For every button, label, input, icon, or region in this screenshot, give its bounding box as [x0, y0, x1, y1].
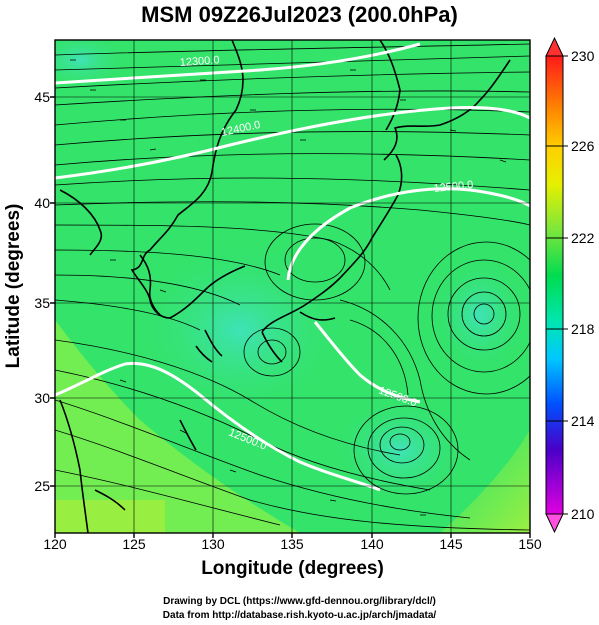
colorbar [545, 36, 568, 534]
x-tick-label: 150 [518, 536, 542, 552]
x-axis-label: Longitude (degrees) [201, 558, 384, 579]
coastlines [59, 40, 511, 533]
y-tick-label: 40 [34, 195, 50, 211]
colorbar-tick-label: 226 [571, 138, 595, 154]
credit-data: Data from http://database.rish.kyoto-u.a… [162, 610, 437, 621]
colorbar-tick-label: 214 [571, 413, 595, 429]
colorbar-tick-label: 230 [571, 48, 595, 64]
colorbar-tick-label: 222 [571, 230, 595, 246]
map-title: MSM 09Z26Jul2023 (200.0hPa) [141, 2, 458, 27]
temperature-field [55, 40, 530, 533]
colorbar-min-arrow [545, 513, 564, 534]
x-tick-label: 120 [43, 536, 67, 552]
colorbar-max-arrow [545, 36, 564, 57]
x-tick-label: 145 [439, 536, 463, 552]
y-tick-label: 35 [34, 295, 50, 311]
colorbar-tick-label: 210 [571, 506, 595, 522]
y-tick-label: 45 [34, 89, 50, 105]
plot-frame [50, 39, 531, 538]
x-tick-label: 135 [280, 536, 304, 552]
x-tick-label: 130 [201, 536, 225, 552]
contour-label: 12300.0 [179, 54, 220, 69]
x-tick-label: 140 [360, 536, 384, 552]
colorbar-tick-label: 218 [571, 321, 595, 337]
credit-drawing: Drawing by DCL (https://www.gfd-dennou.o… [163, 596, 436, 607]
contour-label: 12500.0 [433, 179, 474, 195]
wind-streamlines [55, 43, 530, 531]
y-axis-label: Latitude (degrees) [3, 203, 24, 369]
y-tick-label: 25 [34, 478, 50, 494]
x-tick-label: 125 [122, 536, 146, 552]
grid-lines [55, 40, 530, 533]
height-contours [55, 42, 530, 492]
y-tick-label: 30 [34, 390, 50, 406]
